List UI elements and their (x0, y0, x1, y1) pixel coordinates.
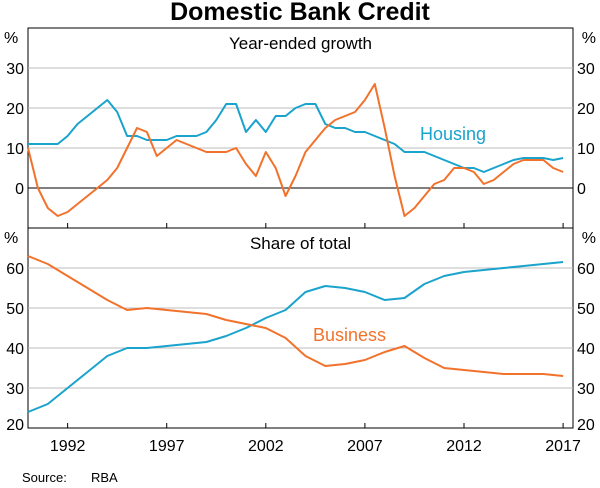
y-tick-label-right: 10 (577, 141, 595, 158)
growth-unit-left: % (4, 30, 18, 47)
y-tick-label-right: 50 (577, 301, 595, 318)
y-tick-label-left: 30 (6, 381, 24, 398)
y-tick-label-left: 20 (6, 101, 24, 118)
housing-line (27, 261, 564, 413)
x-tick-label: 2002 (248, 438, 284, 455)
y-tick-label-right: 30 (577, 61, 595, 78)
x-tick-label: 2012 (446, 438, 482, 455)
growth-panel-title: Year-ended growth (229, 34, 372, 53)
share-unit-right: % (582, 230, 596, 247)
business-series-label: Business (313, 325, 386, 345)
y-tick-label-right: 30 (577, 381, 595, 398)
x-tick-label: 1992 (50, 438, 86, 455)
growth-panel: Year-ended growth % % 30 30 20 20 10 10 0 0 Hou… (4, 27, 596, 229)
y-tick-label-left: 30 (6, 61, 24, 78)
y-tick-label-right: 0 (577, 181, 586, 198)
source-label: Source: (22, 470, 67, 485)
chart-title: Domestic Bank Credit (170, 0, 430, 26)
growth-unit-right: % (582, 30, 596, 47)
y-tick-label-left: 10 (6, 141, 24, 158)
growth-panel-frame (27, 27, 574, 229)
housing-line (28, 99, 564, 173)
x-axis-ticks: 1992 1997 2002 2007 2012 2017 (50, 438, 581, 455)
y-tick-label-left: 20 (6, 417, 24, 434)
y-tick-label-left: 50 (6, 301, 24, 318)
x-tick-label: 2007 (347, 438, 383, 455)
y-tick-label-right: 60 (577, 261, 595, 278)
share-unit-left: % (4, 230, 18, 247)
housing-series-label: Housing (420, 124, 486, 144)
y-tick-label-right: 40 (577, 341, 595, 358)
business-line (27, 255, 564, 377)
y-tick-label-right: 20 (577, 101, 595, 118)
x-tick-label: 1997 (149, 438, 185, 455)
y-tick-label-left: 0 (15, 181, 24, 198)
y-tick-label-right: 20 (577, 417, 595, 434)
y-tick-label-left: 60 (6, 261, 24, 278)
source-value: RBA (91, 470, 118, 485)
share-panel-title: Share of total (250, 234, 351, 253)
y-tick-label-left: 40 (6, 341, 24, 358)
business-line (27, 83, 564, 217)
x-tick-label: 2017 (545, 438, 581, 455)
share-panel-frame (27, 227, 574, 429)
